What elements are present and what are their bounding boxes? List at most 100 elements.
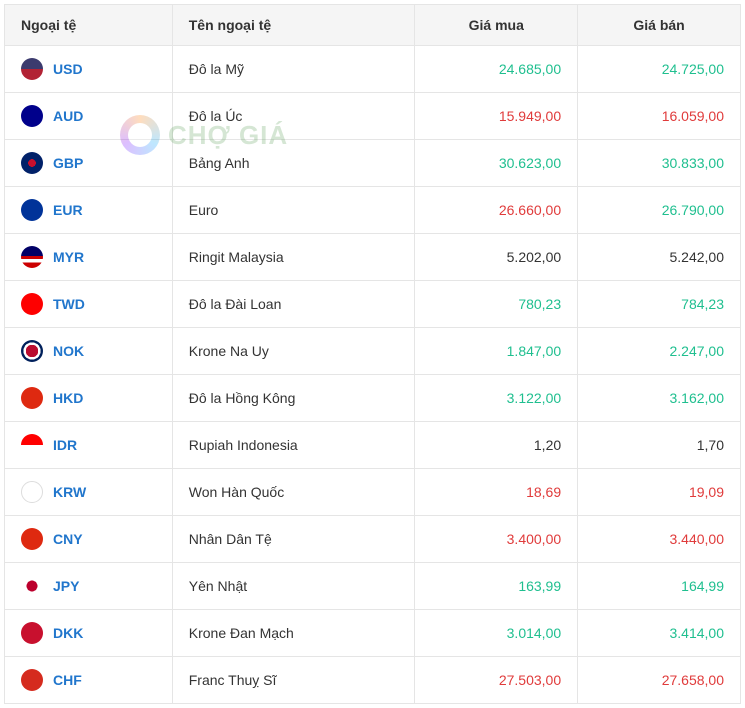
currency-name: Nhân Dân Tệ: [172, 516, 415, 563]
chf-flag-icon: [21, 669, 43, 691]
currency-code-cell[interactable]: IDR: [5, 422, 173, 469]
currency-code-cell[interactable]: GBP: [5, 140, 173, 187]
nok-flag-icon: [21, 340, 43, 362]
jpy-flag-icon: [21, 575, 43, 597]
sell-price: 30.833,00: [578, 140, 741, 187]
idr-flag-icon: [21, 434, 43, 456]
col-buy[interactable]: Giá mua: [415, 5, 578, 46]
currency-code-cell[interactable]: CHF: [5, 657, 173, 704]
sell-price: 3.440,00: [578, 516, 741, 563]
twd-flag-icon: [21, 293, 43, 315]
table-row: HKD Đô la Hồng Kông3.122,003.162,00: [5, 375, 741, 422]
buy-price: 3.400,00: [415, 516, 578, 563]
table-row: MYR Ringit Malaysia5.202,005.242,00: [5, 234, 741, 281]
currency-name: Ringit Malaysia: [172, 234, 415, 281]
buy-price: 30.623,00: [415, 140, 578, 187]
sell-price: 3.414,00: [578, 610, 741, 657]
currency-code-cell[interactable]: DKK: [5, 610, 173, 657]
currency-code: DKK: [53, 625, 83, 641]
sell-price: 5.242,00: [578, 234, 741, 281]
currency-code: TWD: [53, 296, 85, 312]
hkd-flag-icon: [21, 387, 43, 409]
buy-price: 24.685,00: [415, 46, 578, 93]
currency-name: Bảng Anh: [172, 140, 415, 187]
currency-code: EUR: [53, 202, 83, 218]
col-currency-code[interactable]: Ngoại tệ: [5, 5, 173, 46]
sell-price: 24.725,00: [578, 46, 741, 93]
table-row: TWD Đô la Đài Loan780,23784,23: [5, 281, 741, 328]
currency-code: NOK: [53, 343, 84, 359]
currency-code-cell[interactable]: NOK: [5, 328, 173, 375]
currency-name: Rupiah Indonesia: [172, 422, 415, 469]
currency-name: Đô la Đài Loan: [172, 281, 415, 328]
currency-code-cell[interactable]: USD: [5, 46, 173, 93]
currency-code-cell[interactable]: AUD: [5, 93, 173, 140]
table-row: DKK Krone Đan Mạch3.014,003.414,00: [5, 610, 741, 657]
myr-flag-icon: [21, 246, 43, 268]
table-header-row: Ngoại tệ Tên ngoại tệ Giá mua Giá bán: [5, 5, 741, 46]
sell-price: 1,70: [578, 422, 741, 469]
sell-price: 784,23: [578, 281, 741, 328]
currency-code-cell[interactable]: MYR: [5, 234, 173, 281]
currency-name: Franc Thuỵ Sĩ: [172, 657, 415, 704]
currency-name: Krone Đan Mạch: [172, 610, 415, 657]
table-row: CHF Franc Thuỵ Sĩ27.503,0027.658,00: [5, 657, 741, 704]
currency-name: Yên Nhật: [172, 563, 415, 610]
sell-price: 2.247,00: [578, 328, 741, 375]
table-row: EUREuro26.660,0026.790,00: [5, 187, 741, 234]
currency-code: USD: [53, 61, 83, 77]
currency-code-cell[interactable]: JPY: [5, 563, 173, 610]
usd-flag-icon: [21, 58, 43, 80]
buy-price: 163,99: [415, 563, 578, 610]
exchange-rates-table: Ngoại tệ Tên ngoại tệ Giá mua Giá bán US…: [4, 4, 741, 704]
buy-price: 780,23: [415, 281, 578, 328]
table-row: AUD Đô la Úc15.949,0016.059,00: [5, 93, 741, 140]
currency-name: Đô la Úc: [172, 93, 415, 140]
currency-code-cell[interactable]: KRW: [5, 469, 173, 516]
gbp-flag-icon: [21, 152, 43, 174]
currency-code: CNY: [53, 531, 83, 547]
currency-code: GBP: [53, 155, 83, 171]
currency-code-cell[interactable]: HKD: [5, 375, 173, 422]
col-currency-name[interactable]: Tên ngoại tệ: [172, 5, 415, 46]
currency-name: Krone Na Uy: [172, 328, 415, 375]
sell-price: 27.658,00: [578, 657, 741, 704]
currency-name: Đô la Hồng Kông: [172, 375, 415, 422]
table-row: GBP Bảng Anh30.623,0030.833,00: [5, 140, 741, 187]
table-row: KRWWon Hàn Quốc18,6919,09: [5, 469, 741, 516]
buy-price: 3.014,00: [415, 610, 578, 657]
table-row: NOK Krone Na Uy1.847,002.247,00: [5, 328, 741, 375]
currency-code: CHF: [53, 672, 82, 688]
currency-code-cell[interactable]: TWD: [5, 281, 173, 328]
dkk-flag-icon: [21, 622, 43, 644]
sell-price: 164,99: [578, 563, 741, 610]
buy-price: 18,69: [415, 469, 578, 516]
sell-price: 16.059,00: [578, 93, 741, 140]
currency-code-cell[interactable]: CNY: [5, 516, 173, 563]
aud-flag-icon: [21, 105, 43, 127]
table-row: CNY Nhân Dân Tệ3.400,003.440,00: [5, 516, 741, 563]
col-sell[interactable]: Giá bán: [578, 5, 741, 46]
cny-flag-icon: [21, 528, 43, 550]
currency-code: KRW: [53, 484, 86, 500]
buy-price: 5.202,00: [415, 234, 578, 281]
buy-price: 1.847,00: [415, 328, 578, 375]
currency-code: AUD: [53, 108, 83, 124]
buy-price: 3.122,00: [415, 375, 578, 422]
currency-name: Euro: [172, 187, 415, 234]
buy-price: 15.949,00: [415, 93, 578, 140]
currency-code-cell[interactable]: EUR: [5, 187, 173, 234]
buy-price: 27.503,00: [415, 657, 578, 704]
table-row: USD Đô la Mỹ24.685,0024.725,00: [5, 46, 741, 93]
krw-flag-icon: [21, 481, 43, 503]
currency-code: IDR: [53, 437, 77, 453]
buy-price: 1,20: [415, 422, 578, 469]
currency-name: Won Hàn Quốc: [172, 469, 415, 516]
currency-code: HKD: [53, 390, 83, 406]
table-row: IDR Rupiah Indonesia1,201,70: [5, 422, 741, 469]
sell-price: 26.790,00: [578, 187, 741, 234]
currency-name: Đô la Mỹ: [172, 46, 415, 93]
currency-code: MYR: [53, 249, 84, 265]
currency-code: JPY: [53, 578, 79, 594]
sell-price: 3.162,00: [578, 375, 741, 422]
